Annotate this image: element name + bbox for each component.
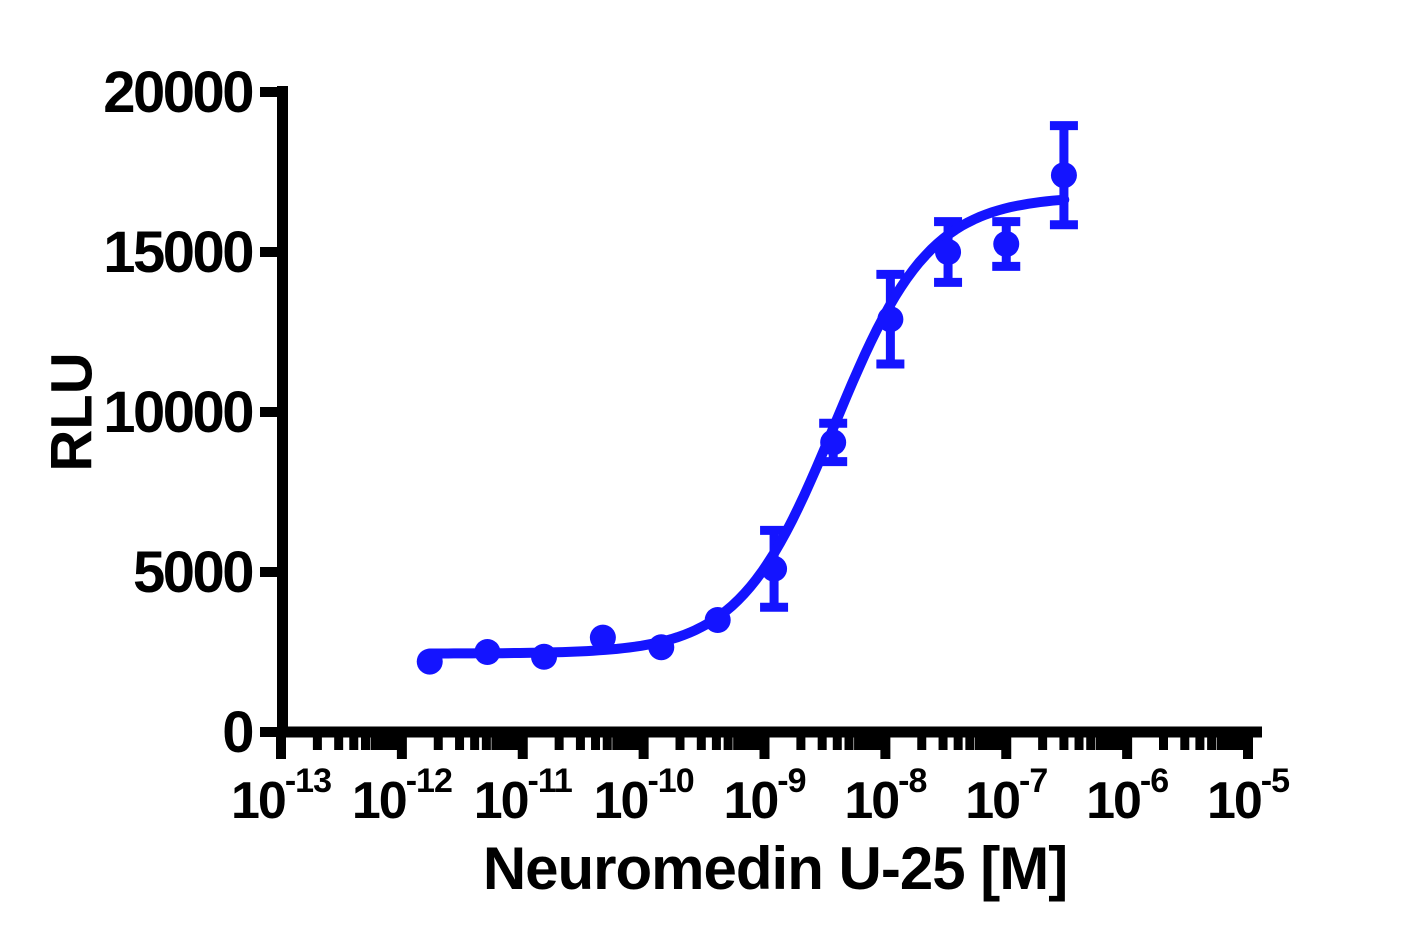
x-tick-label: 10-11 [474, 762, 572, 830]
y-tick-label: 15000 [103, 220, 252, 285]
data-point [935, 239, 962, 265]
data-point [820, 429, 847, 456]
data-point [993, 231, 1020, 257]
data-point [474, 639, 501, 665]
y-tick-label: 0 [222, 700, 252, 765]
fit-curve [424, 194, 1070, 659]
x-axis-title: Neuromedin U-25 [M] [482, 835, 1068, 902]
x-tick-label: 10-6 [1086, 762, 1168, 830]
y-axis-title: RLU [39, 352, 105, 472]
data-point [531, 643, 558, 670]
x-tick-label: 10-8 [844, 762, 926, 830]
data-point [648, 634, 675, 661]
x-tick-label: 10-10 [594, 762, 694, 830]
data-point [704, 607, 731, 633]
data-point [416, 648, 443, 675]
data-point [877, 306, 904, 333]
data-point [1050, 162, 1077, 189]
data-point [589, 624, 616, 651]
x-tick-label: 10-9 [723, 762, 805, 830]
x-tick-label: 10-12 [352, 762, 452, 830]
y-tick-label: 5000 [133, 540, 252, 605]
y-tick-label: 20000 [103, 60, 252, 125]
data-point [761, 555, 788, 582]
x-tick-label: 10-13 [231, 762, 331, 830]
x-tick-label: 10-7 [965, 762, 1047, 830]
x-tick-label: 10-5 [1207, 762, 1289, 830]
y-tick-label: 10000 [103, 380, 252, 445]
